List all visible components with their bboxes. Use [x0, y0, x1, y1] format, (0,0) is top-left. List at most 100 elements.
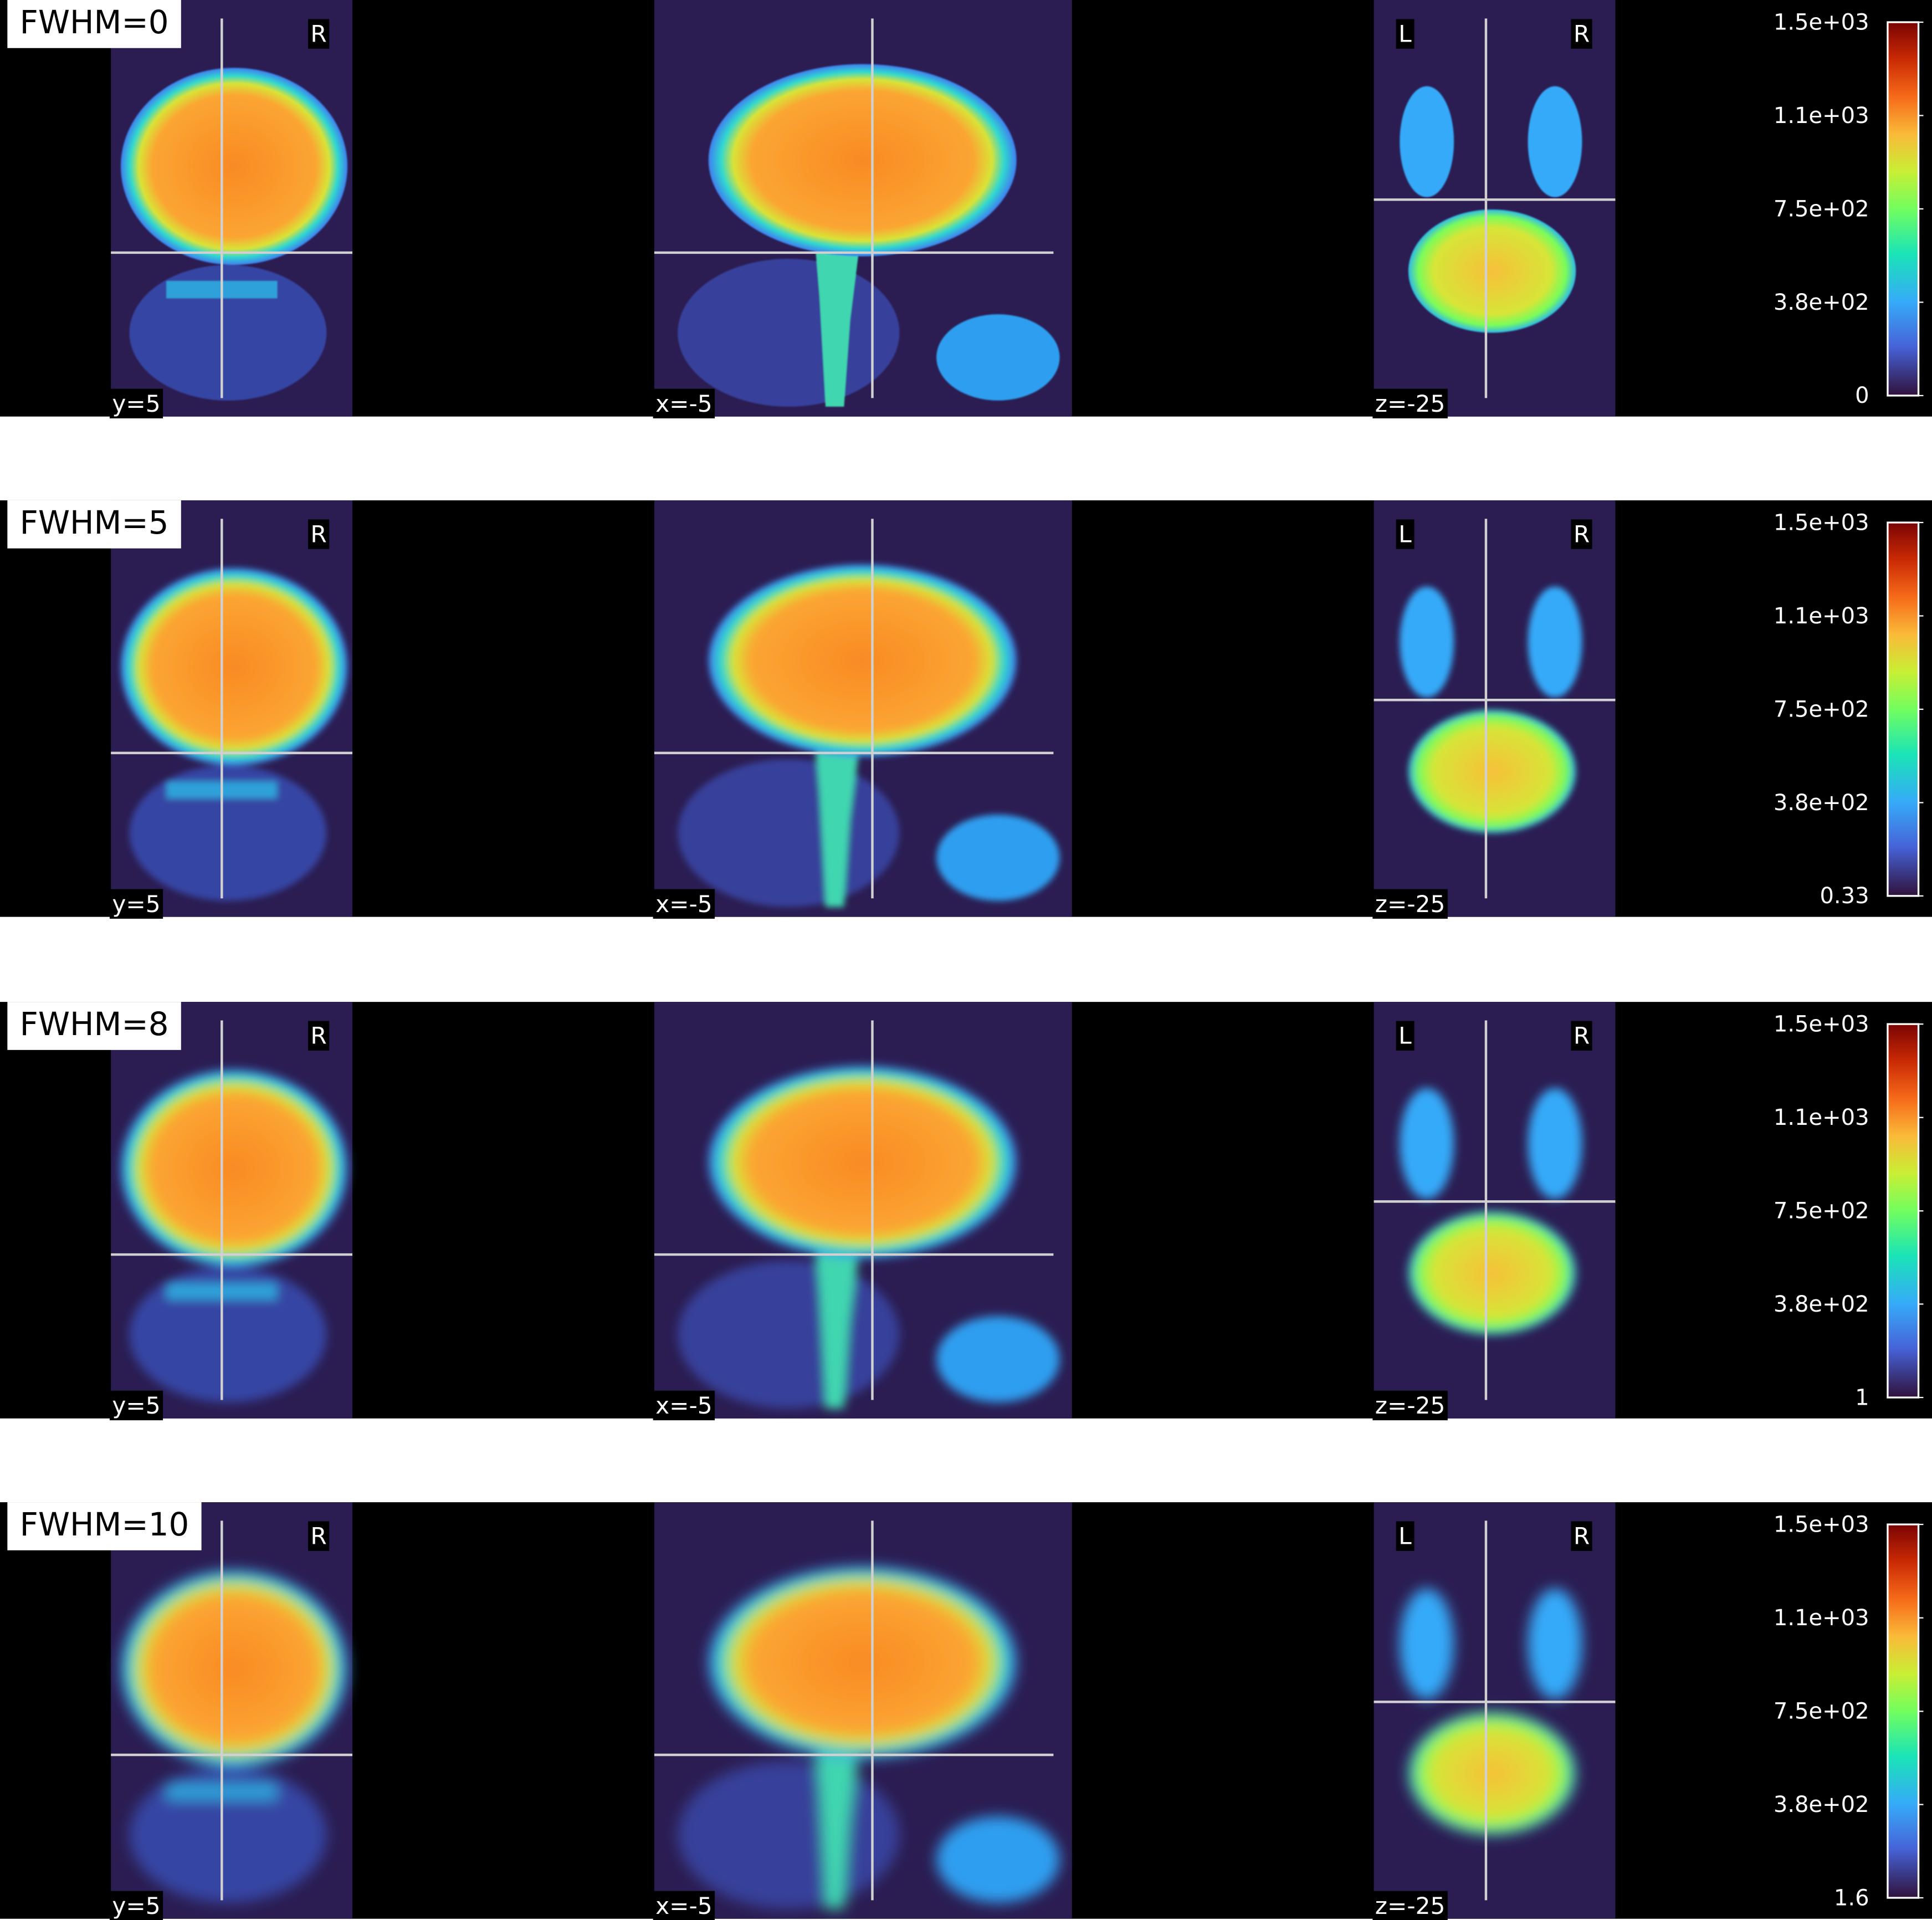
- colorbar-tick-label: 3.8e+02: [1774, 1792, 1869, 1817]
- orientation-label-box: [1571, 519, 1592, 549]
- panel-title: FWHM=0: [20, 3, 169, 41]
- orientation-label: R: [1574, 1523, 1590, 1550]
- temporal: [1528, 586, 1582, 698]
- orientation-label-box: [308, 519, 330, 549]
- slice-label-box: [653, 889, 715, 919]
- title-box: [7, 500, 181, 549]
- slice-label-box: [109, 388, 163, 419]
- slice-label: z=-25: [1375, 1392, 1446, 1419]
- brain: [708, 1566, 1017, 1759]
- title-box: [7, 1502, 202, 1550]
- slice-label-box: [109, 1390, 163, 1421]
- orientation-label-box: [1571, 1521, 1592, 1551]
- neck: [129, 1767, 327, 1903]
- neck: [129, 765, 327, 901]
- panel: Ry=5 x=-5 L Rz=-25 FWHM=0 0 3.8e+02 7.5e+02 1.1e…: [0, 0, 1932, 419]
- brain-image: [678, 64, 1060, 407]
- panel: Ry=5 x=-5 L Rz=-25 FWHM=5 0.33 3.8e+02 7.5e+02 1…: [0, 500, 1932, 919]
- colorbar: [1887, 521, 1920, 897]
- colorbar: [1887, 21, 1920, 397]
- title-box: [7, 0, 181, 48]
- brain-image: [120, 1069, 348, 1402]
- orientation-label: L: [1398, 1022, 1412, 1049]
- cerebellum: [1408, 1712, 1576, 1835]
- colorbar-tick-label: 1.5e+03: [1774, 9, 1869, 35]
- brain-image: [1400, 586, 1582, 833]
- slice-label: z=-25: [1375, 1892, 1446, 1919]
- slice-label-box: [1372, 1390, 1448, 1421]
- slice-label: y=5: [112, 390, 160, 417]
- temporal: [1400, 1588, 1454, 1699]
- colorbar-tick-label: 7.5e+02: [1774, 196, 1869, 222]
- slice-background: [1374, 1002, 1616, 1419]
- brainstem: [813, 1724, 863, 1909]
- colorbar-tick-label: 3.8e+02: [1774, 290, 1869, 315]
- face: [936, 314, 1060, 401]
- cerebellum: [1408, 1211, 1576, 1335]
- temporal: [1400, 1088, 1454, 1199]
- slice-label: x=-5: [655, 1892, 713, 1919]
- colorbar-tick-label: 1.6: [1834, 1885, 1869, 1911]
- slice-label: z=-25: [1375, 890, 1446, 918]
- colorbar-tick-label: 1.1e+03: [1774, 103, 1869, 129]
- slice-label-box: [1372, 889, 1448, 919]
- slice-label: y=5: [112, 1392, 160, 1419]
- orientation-label: L: [1398, 21, 1412, 48]
- temporal: [1400, 586, 1454, 698]
- orientation-label-box: [1396, 1521, 1415, 1551]
- colorbar-tick-label: 1.1e+03: [1774, 603, 1869, 629]
- brain-image: [1400, 86, 1582, 333]
- brain: [120, 1570, 348, 1768]
- temporal: [1528, 1588, 1582, 1699]
- temporal: [1400, 86, 1454, 197]
- brain: [708, 1066, 1017, 1258]
- slice-label: y=5: [112, 1892, 160, 1919]
- slice-label-box: [109, 1891, 163, 1920]
- orientation-label: R: [310, 521, 326, 548]
- slice-background: [1374, 1502, 1616, 1919]
- brainstem: [813, 1223, 863, 1409]
- slice-label-box: [109, 889, 163, 919]
- brain-image: [1400, 1088, 1582, 1335]
- panel-title: FWHM=10: [20, 1506, 189, 1543]
- colorbar-tick-label: 0: [1855, 383, 1869, 408]
- colorbar-tick-label: 1.1e+03: [1774, 1105, 1869, 1130]
- brain-image: [120, 1570, 348, 1903]
- panel: Ry=5 x=-5 L Rz=-25 FWHM=10 1.6 3.8e+02 7.5e+02 1…: [0, 1502, 1932, 1920]
- brain-image: [120, 568, 348, 901]
- slice-background: [1374, 0, 1616, 417]
- brain: [708, 64, 1017, 257]
- slice-label-box: [653, 388, 715, 419]
- orientation-label: L: [1398, 1523, 1412, 1550]
- orientation-label: R: [1574, 521, 1590, 548]
- slice-background: [1374, 500, 1616, 917]
- neck: [678, 1761, 900, 1909]
- colorbar: [1887, 1523, 1920, 1899]
- face: [936, 1316, 1060, 1402]
- slice-label-box: [653, 1891, 715, 1920]
- slice-label: z=-25: [1375, 390, 1446, 417]
- brain: [708, 564, 1017, 757]
- colorbar-tick-label: 1: [1855, 1385, 1869, 1410]
- neck: [129, 265, 327, 401]
- face: [936, 1816, 1060, 1903]
- colorbar-tick-label: 1.5e+03: [1774, 510, 1869, 535]
- panel-title: FWHM=8: [20, 1005, 169, 1043]
- colorbar-tick-label: 1.1e+03: [1774, 1605, 1869, 1631]
- brainstem: [813, 722, 863, 907]
- slice-label: y=5: [112, 890, 160, 918]
- colorbar-tick-label: 7.5e+02: [1774, 1699, 1869, 1724]
- neck: [678, 259, 900, 407]
- orientation-label: R: [310, 1022, 326, 1049]
- brain-image: [120, 68, 348, 401]
- orientation-label-box: [1396, 1021, 1415, 1051]
- brain: [120, 568, 348, 766]
- colorbar-tick-label: 1.5e+03: [1774, 1512, 1869, 1537]
- neck: [678, 759, 900, 907]
- panel-title: FWHM=5: [20, 504, 169, 541]
- orientation-label-box: [1571, 1021, 1592, 1051]
- colorbar-tick-label: 7.5e+02: [1774, 697, 1869, 722]
- orientation-label-box: [308, 1521, 330, 1551]
- panel: Ry=5 x=-5 L Rz=-25 FWHM=8 1 3.8e+02 7.5e+02 1.1e…: [0, 1002, 1932, 1421]
